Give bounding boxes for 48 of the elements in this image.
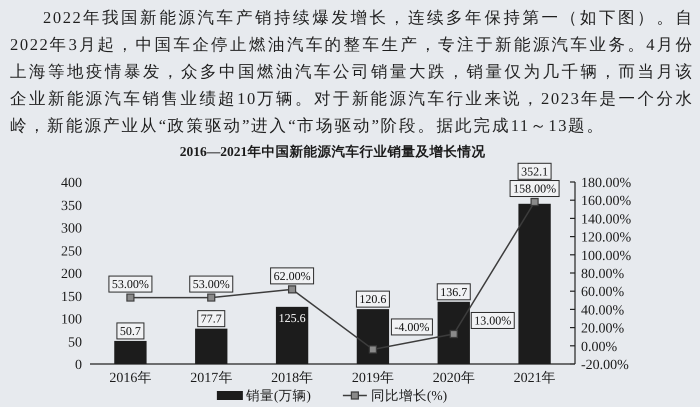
y-tick-label: 50 [68, 335, 82, 350]
text: 2022年我国新能源汽车产销持续爆发增长，连续多年保持第一（如下图）。自2022年3月起，中国车企停止燃油汽车的整车生产，专注于新能源汽车业务。4月份上海等地疫情暴发，众多中国燃油汽车公司销量大跌，销量仅为几千辆，而当月该企业新能源汽车销售业绩超10万辆。对于新能源汽车行业来说，2023年是一个分水岭，新能源产业从“政策驱动”进入“市场驱动”阶段。据此完成11～13题。 [10, 7, 694, 137]
y-tick-label: 250 [61, 244, 82, 260]
data-label: 77.7 [200, 312, 222, 326]
data-label: 120.6 [359, 292, 386, 306]
y2-tick-label: 80.00% [581, 267, 624, 282]
y2-tick-label: -20.00% [581, 358, 630, 373]
x-tick-label: 2016年 [109, 370, 152, 386]
data-label: 13.00% [474, 313, 512, 328]
y-tick-label: 300 [61, 222, 82, 236]
x-tick-label: 2020年 [432, 370, 475, 386]
data-label: 50.7 [120, 324, 141, 338]
x-tick-label: 2021年 [514, 370, 556, 386]
y2-tick-label: 140.00% [581, 212, 632, 228]
y2-tick-label: 100.00% [581, 248, 632, 264]
x-tick-label: 2017年 [190, 370, 232, 386]
data-label: -4.00% [394, 320, 430, 334]
data-label: 125.6 [278, 310, 306, 325]
x-tick-label: 2019年 [352, 370, 394, 386]
point [368, 345, 378, 354]
y2-tick-label: 0.00% [581, 340, 618, 355]
y2-tick-label: 180.00% [581, 176, 632, 191]
data-label: 136.7 [440, 284, 468, 299]
legend-label: 同比增长(%) [370, 388, 448, 403]
point [126, 293, 135, 302]
y2-tick-label: 120.00% [581, 230, 632, 246]
data-label: 352.1 [521, 164, 548, 178]
y2-tick-label: 20.00% [581, 322, 624, 337]
y-tick-label: 400 [61, 176, 82, 191]
point [450, 330, 458, 338]
y-tick-label: 200 [61, 267, 82, 282]
y-tick-label: 100 [61, 312, 82, 328]
point [288, 285, 296, 294]
y-tick-label: 350 [61, 198, 82, 214]
point [530, 198, 539, 206]
y-tick-label: 0 [75, 358, 82, 373]
legend-label: 销量(万辆) [244, 388, 311, 403]
y2-tick-label: 60.00% [581, 285, 624, 300]
data-label: 62.00% [274, 268, 311, 283]
point [207, 293, 216, 302]
data-label: 53.00% [192, 277, 230, 292]
y2-tick-label: 40.00% [581, 303, 624, 318]
chart-title: 2016—2021年中国新能源汽车行业销量及增长情况 [180, 143, 486, 159]
y2-tick-label: 160.00% [581, 194, 632, 210]
data-label: 53.00% [112, 277, 149, 292]
y-tick-label: 150 [61, 290, 82, 305]
data-label: 158.00% [513, 182, 556, 196]
x-tick-label: 2018年 [271, 370, 314, 386]
